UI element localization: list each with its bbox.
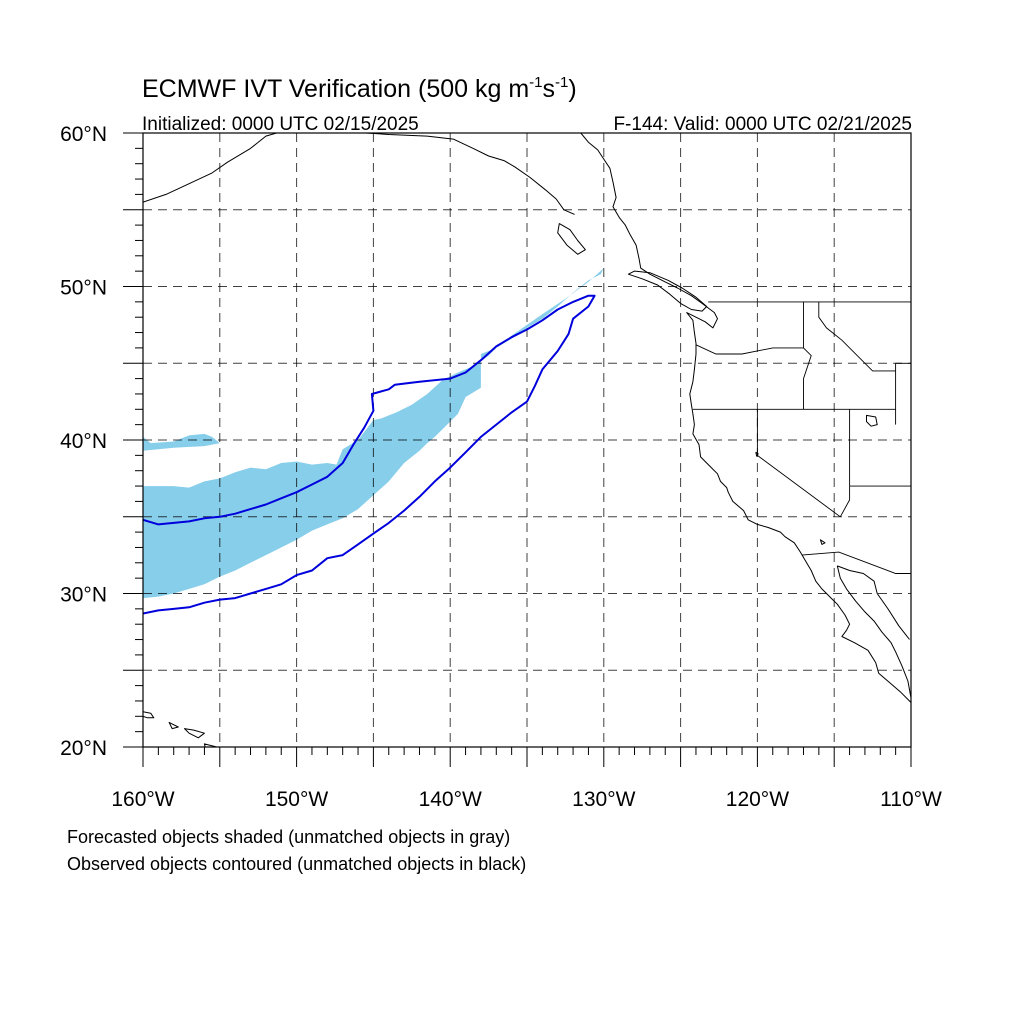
- lat-label: 60°N: [60, 123, 107, 146]
- coastline-hawaii-2: [168, 721, 179, 730]
- coastline-haida-gwaii: [557, 223, 586, 255]
- map-title: ECMWF IVT Verification (500 kg m-1s-1): [142, 74, 577, 103]
- valid-time: F-144: Valid: 0000 UTC 02/21/2025: [613, 114, 912, 135]
- lake-great-salt-lake: [866, 414, 878, 427]
- lon-label: 120°W: [726, 788, 789, 811]
- map-area: [143, 133, 911, 747]
- title-exponent-1: -1: [529, 74, 542, 91]
- lat-label: 40°N: [60, 430, 107, 453]
- coastline-vancouver-island: [627, 270, 708, 312]
- coastline-hawaii-1: [143, 711, 155, 719]
- gridlines: [143, 133, 911, 747]
- border-ca-nv: [756, 409, 841, 518]
- title-exponent-2: -1: [555, 74, 568, 91]
- title-main: ECMWF IVT Verification (500 kg m: [142, 75, 529, 103]
- political-borders-layer: [692, 301, 911, 574]
- observed-ivt-contour: [143, 294, 596, 615]
- title-close: ): [568, 75, 576, 103]
- axis-ticks: [123, 132, 912, 767]
- coastline-alaska-gulf-2: [365, 133, 575, 215]
- border-or-id: [803, 347, 812, 410]
- lon-label: 130°W: [572, 788, 635, 811]
- lat-label: 50°N: [60, 277, 107, 300]
- border-us-mexico: [801, 551, 911, 574]
- footnote-forecast: Forecasted objects shaded (unmatched obj…: [67, 827, 510, 847]
- lon-label: 160°W: [111, 788, 174, 811]
- forecast-ivt-object-small: [143, 433, 220, 451]
- lon-label: 110°W: [880, 788, 942, 811]
- footnote-observed: Observed objects contoured (unmatched ob…: [67, 854, 526, 874]
- border-id-mt: [818, 301, 896, 372]
- coastline-gulf-of-california: [836, 565, 911, 698]
- lat-label: 20°N: [60, 737, 107, 760]
- coastline-mexico-mainland: [837, 565, 910, 640]
- title-mid: s: [543, 75, 556, 103]
- coastlines-layer: [143, 133, 911, 747]
- lon-label: 150°W: [265, 788, 328, 811]
- lon-label: 140°W: [419, 788, 482, 811]
- lat-label: 30°N: [60, 584, 107, 607]
- observed-objects-layer: [143, 294, 596, 615]
- axis-labels: 60°N 50°N 40°N 30°N 20°N 160°W 150°W 140°W 130°W…: [60, 123, 942, 811]
- initialized-time: Initialized: 0000 UTC 02/15/2025: [142, 114, 419, 135]
- coastline-alaska-gulf: [143, 133, 277, 203]
- border-wa-or: [695, 344, 804, 355]
- coastline-west-coast: [580, 133, 911, 703]
- lake-salton-sea: [819, 539, 826, 545]
- border-nv-az: [839, 486, 851, 518]
- coastline-hawaii-3: [184, 728, 205, 739]
